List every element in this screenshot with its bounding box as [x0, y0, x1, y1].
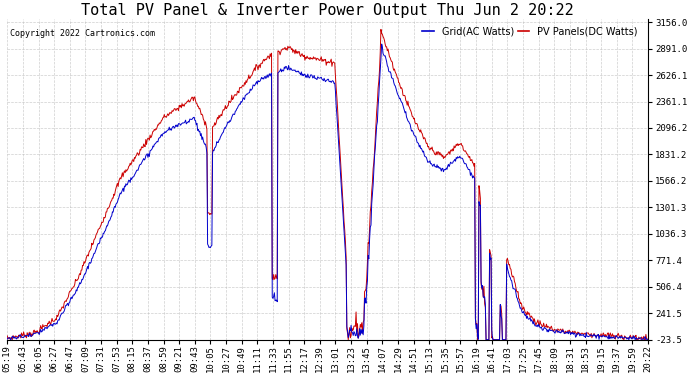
Title: Total PV Panel & Inverter Power Output Thu Jun 2 20:22: Total PV Panel & Inverter Power Output T…: [81, 3, 574, 18]
Text: Copyright 2022 Cartronics.com: Copyright 2022 Cartronics.com: [10, 28, 155, 38]
Legend: Grid(AC Watts), PV Panels(DC Watts): Grid(AC Watts), PV Panels(DC Watts): [418, 22, 642, 40]
